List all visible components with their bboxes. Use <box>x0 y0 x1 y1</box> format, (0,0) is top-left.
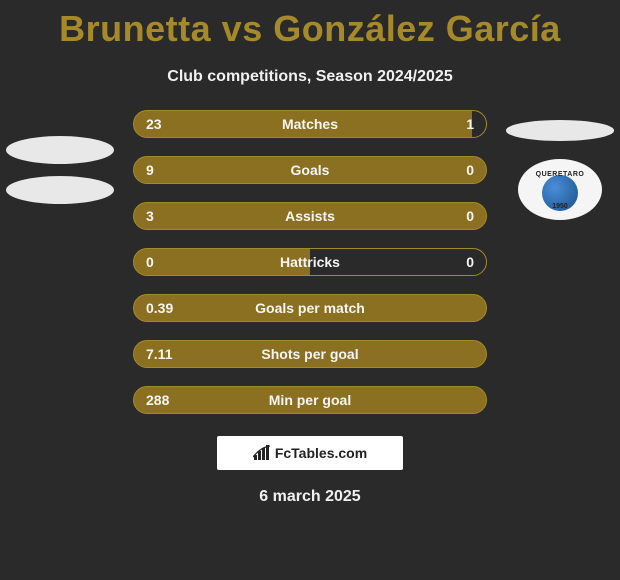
stat-label: Matches <box>134 116 486 132</box>
bar-chart-icon <box>253 445 271 461</box>
club-right-box: QUERETARO 1950 <box>510 120 610 220</box>
club-left-ellipse-1 <box>6 136 114 164</box>
page-title: Brunetta vs González García <box>0 0 620 50</box>
stat-label: Goals per match <box>134 300 486 316</box>
stat-label: Min per goal <box>134 392 486 408</box>
attribution-box[interactable]: FcTables.com <box>217 436 403 470</box>
crest-year: 1950 <box>552 203 568 210</box>
stat-row: 23Matches1 <box>133 110 487 138</box>
stat-label: Hattricks <box>134 254 486 270</box>
stat-left-value: 7.11 <box>146 346 172 362</box>
club-right-ellipse <box>506 120 614 141</box>
stat-right-value: 1 <box>466 116 474 132</box>
stat-right-value: 0 <box>466 162 474 178</box>
stat-label: Goals <box>134 162 486 178</box>
stat-label: Shots per goal <box>134 346 486 362</box>
stat-left-value: 9 <box>146 162 154 178</box>
club-left-box <box>10 120 110 220</box>
stat-row: 3Assists0 <box>133 202 487 230</box>
stat-right-value: 0 <box>466 254 474 270</box>
stat-left-value: 23 <box>146 116 162 132</box>
stat-right-value: 0 <box>466 208 474 224</box>
stat-row: 288Min per goal <box>133 386 487 414</box>
stat-row: 7.11Shots per goal <box>133 340 487 368</box>
stat-left-value: 0.39 <box>146 300 173 316</box>
attribution-text: FcTables.com <box>275 445 367 461</box>
stat-label: Assists <box>134 208 486 224</box>
crest-banner: QUERETARO <box>536 171 585 178</box>
stat-left-value: 0 <box>146 254 154 270</box>
date-label: 6 march 2025 <box>0 488 620 506</box>
stat-left-value: 288 <box>146 392 169 408</box>
stat-left-value: 3 <box>146 208 154 224</box>
club-right-crest: QUERETARO 1950 <box>518 159 602 221</box>
stat-row: 0.39Goals per match <box>133 294 487 322</box>
stats-container: 23Matches19Goals03Assists00Hattricks00.3… <box>133 110 487 414</box>
subtitle: Club competitions, Season 2024/2025 <box>0 68 620 86</box>
stat-row: 0Hattricks0 <box>133 248 487 276</box>
stat-row: 9Goals0 <box>133 156 487 184</box>
club-left-ellipse-2 <box>6 176 114 204</box>
